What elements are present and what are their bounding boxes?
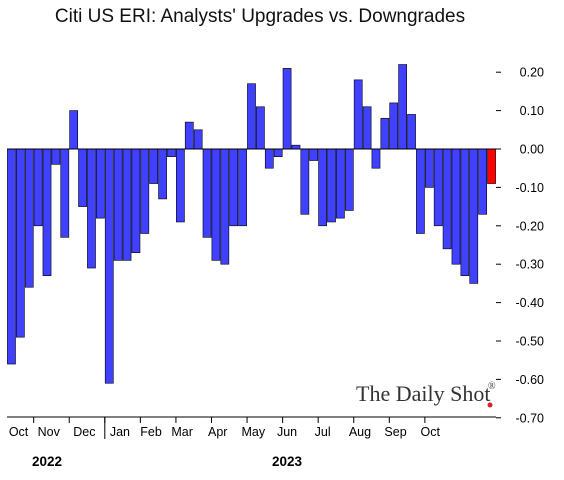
bar — [451, 148, 461, 265]
bar — [327, 148, 336, 223]
bar — [149, 148, 159, 184]
bar — [167, 148, 176, 157]
bar — [336, 148, 345, 219]
y-tick-label: -0.10 — [516, 181, 545, 195]
y-tick-label: -0.40 — [516, 296, 545, 310]
watermark-registered-mark: ® — [488, 381, 496, 392]
bar — [42, 148, 52, 277]
watermark-dot — [487, 402, 493, 408]
y-tick-label: 0.20 — [520, 66, 544, 80]
x-month-label: Jul — [315, 425, 331, 439]
bar — [158, 148, 167, 200]
bar — [309, 148, 319, 161]
bar — [460, 148, 470, 277]
watermark: The Daily Shot ® — [356, 381, 496, 408]
bar — [229, 148, 239, 227]
bar — [469, 148, 479, 284]
y-tick-label: -0.60 — [516, 373, 545, 387]
bar — [69, 110, 79, 150]
x-month-label: Apr — [208, 425, 227, 439]
bar — [104, 148, 114, 384]
bar — [416, 148, 425, 234]
x-month-label: Nov — [38, 425, 61, 439]
x-month-label: Feb — [140, 425, 162, 439]
x-month-label: Aug — [349, 425, 371, 439]
bar — [7, 148, 16, 365]
bar — [424, 148, 434, 188]
bar — [247, 83, 256, 150]
x-month-label: Dec — [73, 425, 95, 439]
bar — [380, 117, 390, 150]
bar — [398, 64, 407, 150]
x-month-label: Oct — [9, 425, 29, 439]
bar — [264, 148, 274, 169]
bar — [389, 102, 399, 150]
bar — [291, 144, 301, 150]
bars-group — [7, 64, 496, 384]
x-month-label: Oct — [420, 425, 440, 439]
bar — [211, 148, 221, 261]
bar — [87, 148, 96, 269]
bar — [344, 148, 354, 211]
bar — [407, 114, 416, 150]
y-tick-label: 0.00 — [520, 143, 544, 157]
bar — [282, 68, 292, 150]
bar — [193, 129, 203, 150]
x-month-label: May — [241, 425, 265, 439]
bar — [371, 148, 381, 169]
x-month-label: Jun — [277, 425, 297, 439]
bar — [442, 148, 452, 250]
bar — [96, 148, 105, 219]
watermark-text: The Daily Shot — [356, 381, 490, 406]
bar — [487, 148, 496, 184]
bar — [24, 148, 34, 288]
bar — [256, 106, 265, 150]
bar — [113, 148, 123, 261]
bar — [300, 148, 310, 215]
y-tick-label: -0.20 — [516, 219, 545, 233]
bar — [433, 148, 443, 227]
bar — [33, 148, 43, 227]
y-tick-label: -0.30 — [516, 258, 545, 272]
bar — [273, 148, 283, 157]
x-month-label: Mar — [171, 425, 193, 439]
x-month-label: Sep — [384, 425, 406, 439]
x-year-label: 2022 — [32, 454, 62, 469]
bar — [140, 148, 150, 234]
bar — [318, 148, 327, 227]
bar — [184, 121, 194, 150]
bar — [478, 148, 488, 215]
bar — [202, 148, 212, 238]
y-tick-label: 0.10 — [520, 104, 544, 118]
axes-group: 0.20 0.10 0.00 -0.10 -0.20 -0.30 -0.40 -0.50 -0.… — [7, 66, 544, 469]
bar — [176, 148, 185, 223]
bar — [220, 148, 230, 265]
bar — [122, 148, 132, 261]
bar — [51, 148, 61, 165]
bar — [238, 148, 247, 227]
bar — [78, 148, 87, 207]
chart-title: Citi US ERI: Analysts' Upgrades vs. Down… — [54, 6, 466, 27]
bar — [131, 148, 141, 253]
bar — [362, 106, 372, 150]
x-month-label: Jan — [110, 425, 130, 439]
y-tick-label: -0.50 — [516, 335, 545, 349]
x-year-label: 2023 — [272, 454, 303, 469]
bar — [60, 148, 70, 238]
y-tick-label: -0.70 — [516, 411, 545, 425]
bar — [15, 148, 25, 338]
bar — [353, 79, 363, 150]
